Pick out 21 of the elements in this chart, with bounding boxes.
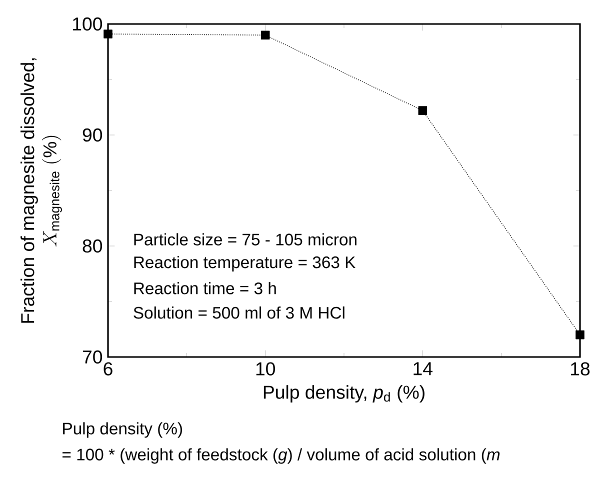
annotation: Solution = 500 ml of 3 M HCl — [134, 306, 344, 319]
annotation: Particle size = 75 - 105 micron — [134, 233, 356, 246]
text: = 100 * (weight of feedstock (g) / volume of acid solution (m — [62, 448, 500, 464]
x-axis-title: Pulp density, p$_{d}$ (%) — [264, 385, 424, 403]
text: Pulp density (%) — [63, 422, 182, 438]
text: Fraction of magnesite dissolved, — [20, 58, 38, 323]
y-tick-label: 70 — [82, 350, 102, 364]
y-tick-label: 90 — [82, 128, 102, 142]
x-tick-label: 10 — [256, 362, 275, 376]
x-tick-label: 18 — [571, 362, 590, 376]
x-tick-label: 14 — [414, 362, 432, 376]
text: $X_{\mathrm{magnesite}}\ \mathrm{(\%)}$ — [42, 136, 62, 246]
point — [418, 106, 428, 115]
point — [104, 30, 112, 38]
y-tick-label: 100 — [73, 17, 102, 31]
point — [576, 330, 584, 340]
y-tick-label: 80 — [82, 239, 102, 253]
annotation: Reaction time = 3 h — [134, 282, 276, 294]
annotation: Reaction temperature = 363 K — [134, 256, 356, 272]
x-tick-label: 6 — [104, 362, 112, 376]
point — [260, 30, 270, 40]
